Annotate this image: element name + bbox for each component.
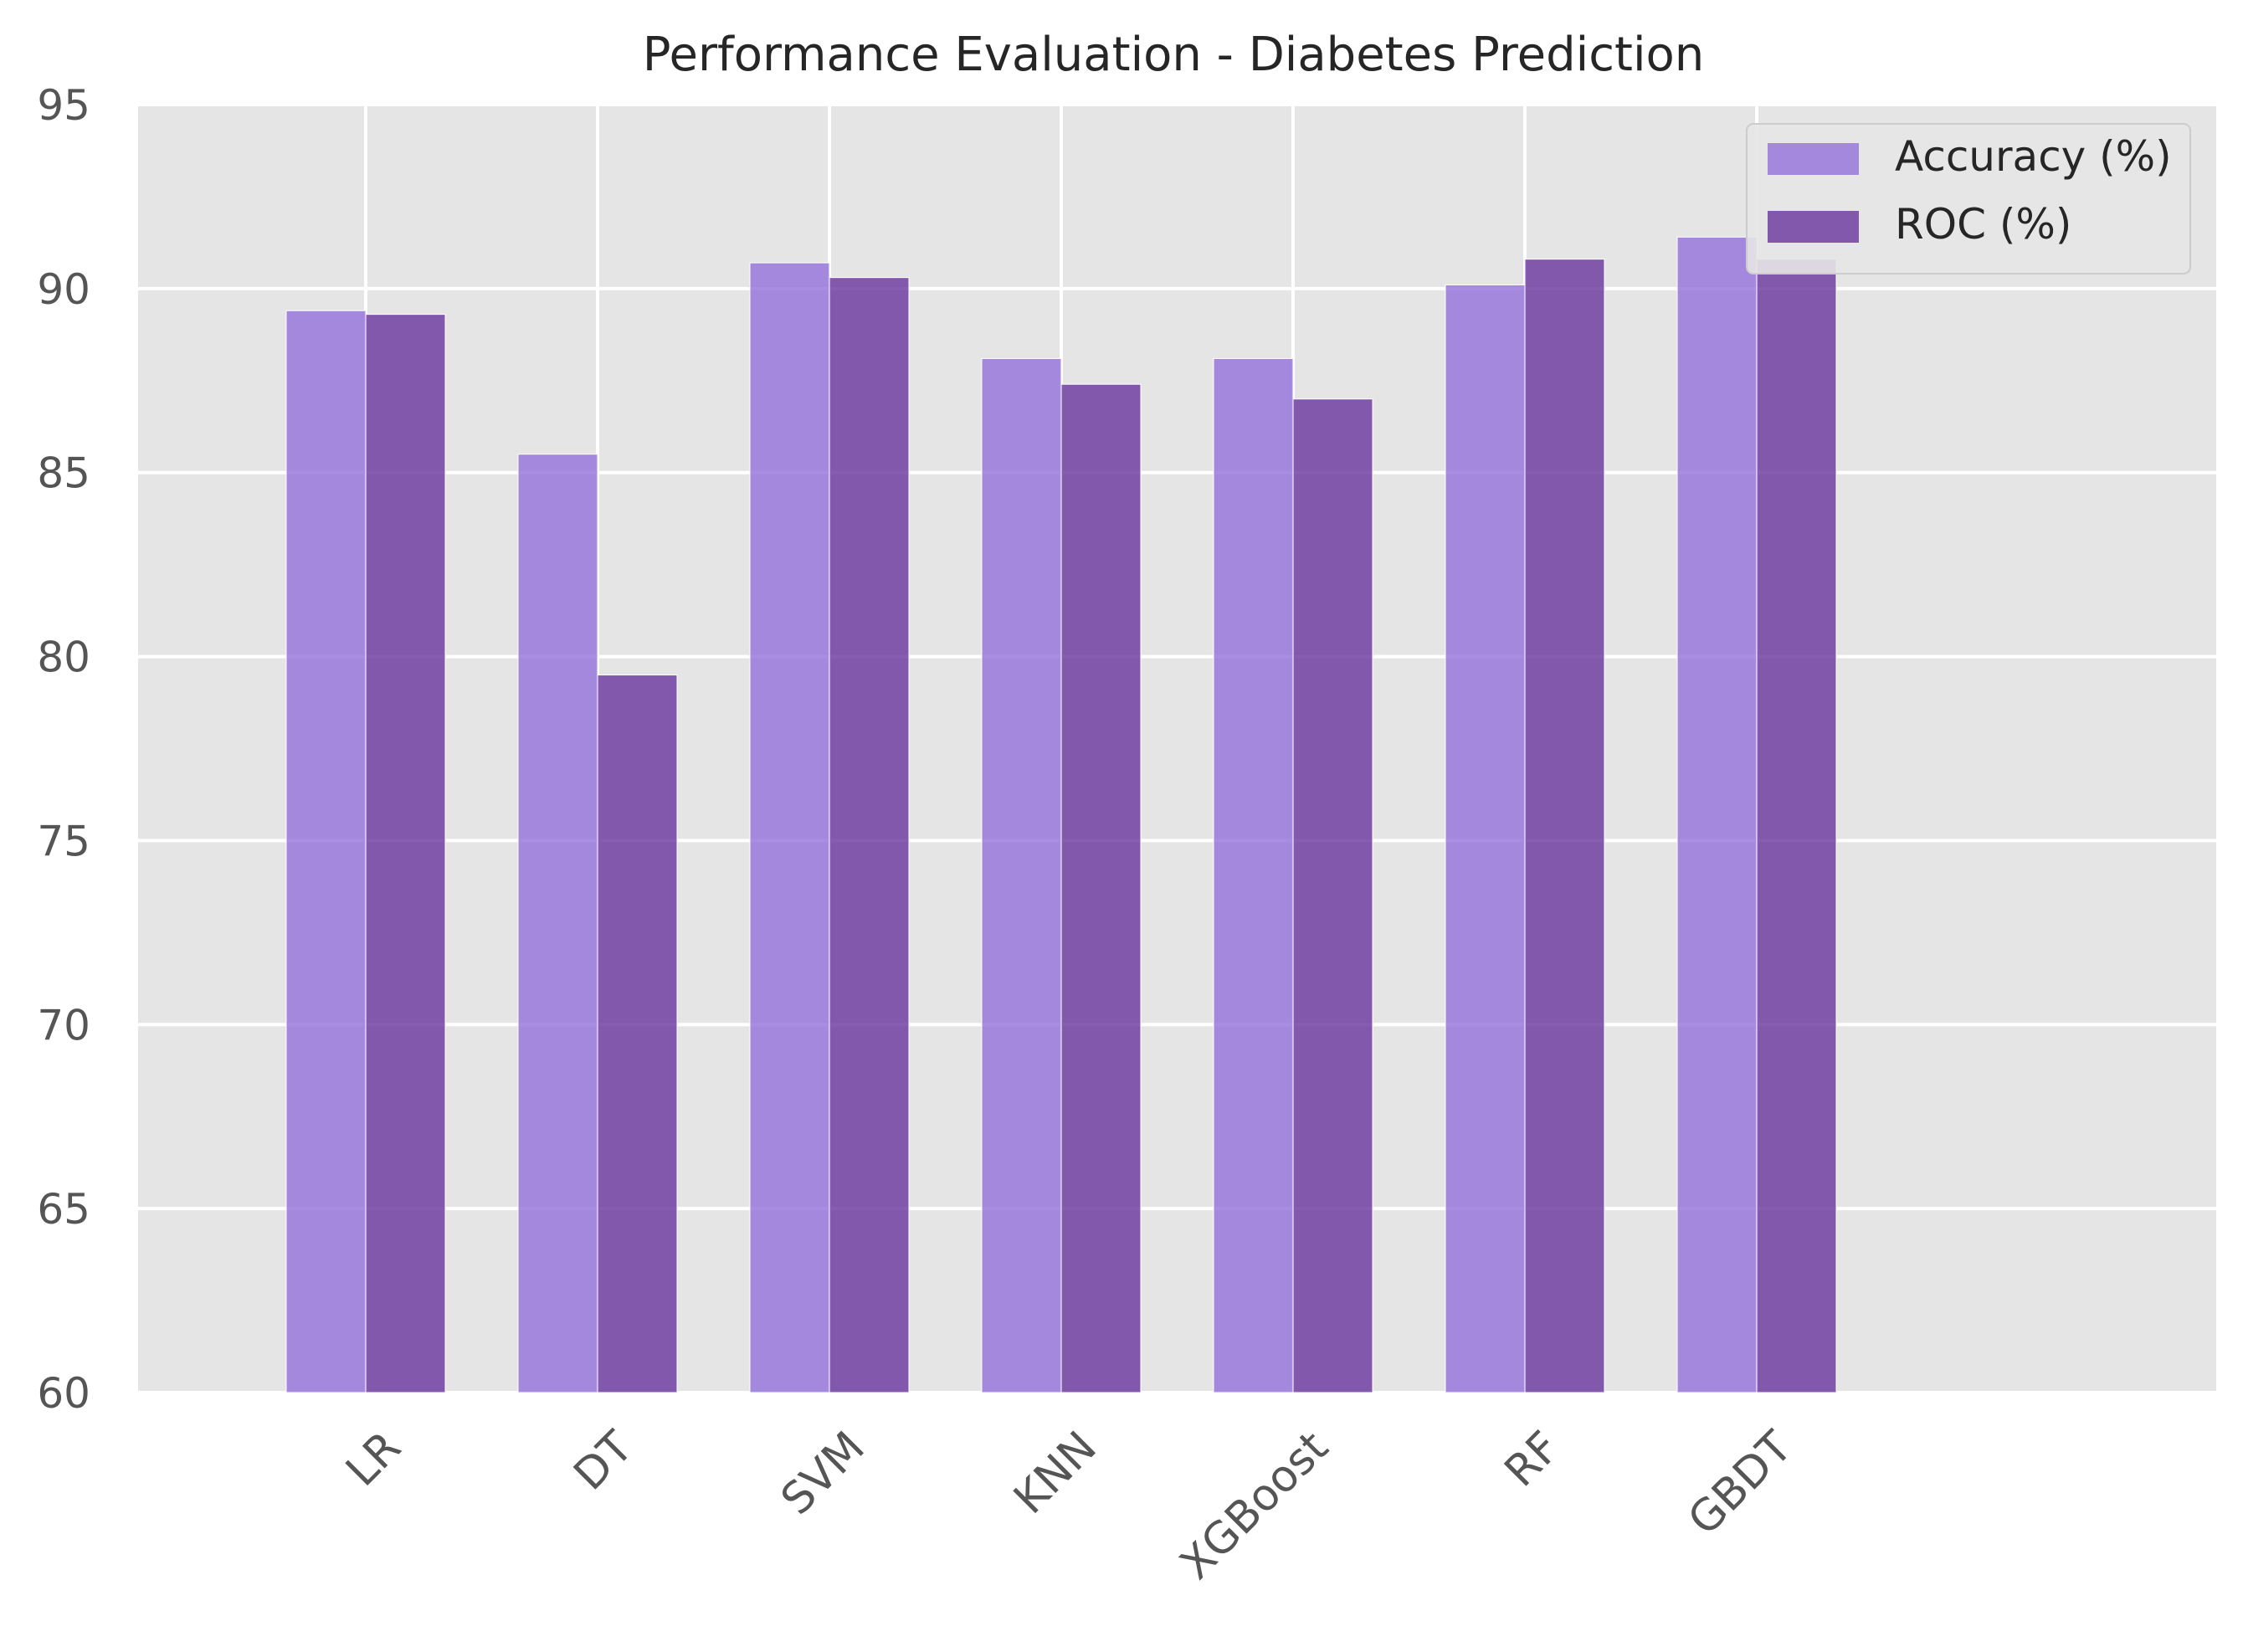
legend-swatch-accuracy [1768,143,1859,175]
x-tick-label-knn: KNN [1004,1422,1106,1524]
bar-accuracy-lr [285,310,367,1393]
x-tick-label-gbdt: GBDT [1679,1422,1802,1545]
bar-accuracy-gbdt [1676,236,1758,1393]
bar-accuracy-svm [749,262,830,1393]
bar-accuracy-dt [517,454,598,1393]
bar-roc-lr [365,314,446,1393]
bar-roc-svm [829,277,910,1393]
x-tick-label-rf: RF [1496,1422,1570,1496]
y-tick-label: 90 [37,265,90,314]
y-tick-label: 85 [37,449,90,498]
x-tick-label-lr: LR [336,1422,410,1496]
y-tick-label: 80 [37,634,90,682]
bar-accuracy-knn [981,357,1062,1393]
bar-accuracy-xgboost [1213,357,1294,1393]
y-tick-label: 65 [37,1185,90,1234]
bar-roc-xgboost [1292,398,1373,1393]
y-tick-label: 75 [37,817,90,865]
chart-title: Performance Evaluation - Diabetes Predic… [643,28,1705,82]
legend-label-roc: ROC (%) [1895,200,2071,249]
y-tick-label: 95 [37,81,90,130]
legend-swatch-roc [1768,211,1859,243]
bar-roc-rf [1524,259,1605,1393]
y-tick-label: 70 [37,1001,90,1049]
y-tick-label: 60 [37,1369,90,1418]
legend: Accuracy (%) ROC (%) [1746,123,2191,274]
bar-roc-dt [597,675,678,1393]
bar-roc-gbdt [1756,259,1837,1393]
bar-accuracy-rf [1445,284,1526,1393]
x-tick-label-dt: DT [565,1422,643,1500]
plot-area [138,105,2216,1393]
x-tick-label-xgboost: XGBoost [1171,1422,1338,1589]
x-tick-label-svm: SVM [772,1422,875,1525]
legend-label-accuracy: Accuracy (%) [1895,132,2172,181]
bar-roc-knn [1060,383,1142,1393]
